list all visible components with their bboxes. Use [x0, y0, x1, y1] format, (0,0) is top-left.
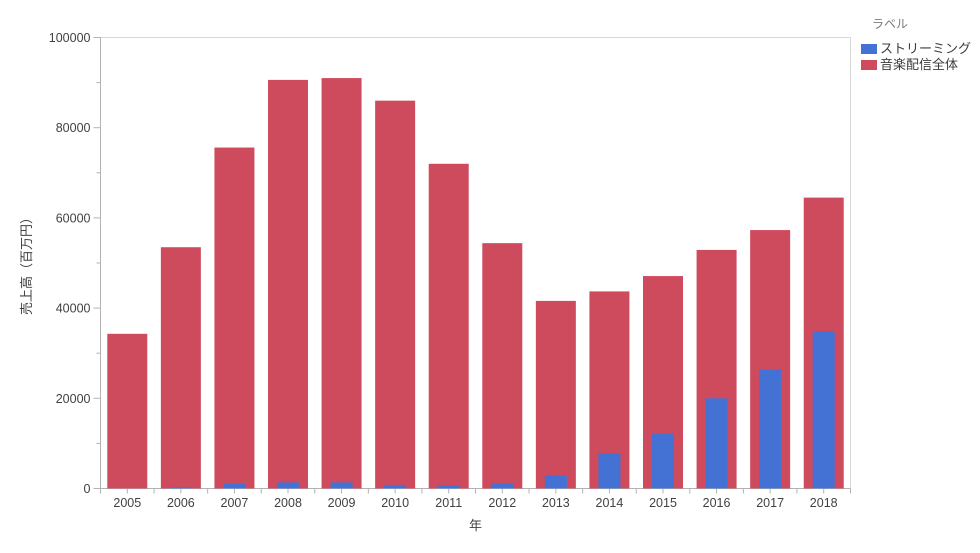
x-tick-label: 2011	[435, 496, 462, 510]
bar-streaming-2017[interactable]	[759, 369, 782, 489]
y-tick-label: 80000	[56, 121, 91, 135]
x-tick-label: 2010	[381, 496, 409, 510]
y-tick-label: 60000	[56, 211, 91, 225]
legend-item-total[interactable]: 音楽配信全体	[861, 57, 971, 73]
x-tick-label: 2015	[649, 496, 677, 510]
x-tick-label: 2007	[221, 496, 249, 510]
x-axis-title: 年	[469, 518, 482, 533]
legend: ラベル ストリーミング 音楽配信全体	[861, 15, 971, 73]
bar-total-2007[interactable]	[214, 147, 255, 489]
legend-item-streaming[interactable]: ストリーミング	[861, 41, 971, 57]
bar-streaming-2009[interactable]	[330, 482, 353, 489]
bar-streaming-2018[interactable]	[812, 331, 835, 489]
bar-streaming-2013[interactable]	[544, 475, 567, 489]
y-tick-label: 0	[84, 482, 91, 496]
bar-total-2010[interactable]	[375, 100, 416, 489]
legend-title: ラベル	[872, 17, 909, 31]
bar-streaming-2011[interactable]	[437, 485, 460, 489]
x-tick-label: 2005	[113, 496, 141, 510]
legend-swatch-streaming-icon	[861, 44, 877, 54]
y-tick-label: 40000	[56, 302, 91, 316]
legend-label-streaming: ストリーミング	[880, 41, 972, 56]
bar-total-2008[interactable]	[268, 79, 308, 489]
bar-streaming-2015[interactable]	[652, 433, 674, 489]
bar-total-2005[interactable]	[107, 333, 148, 489]
x-tick-label: 2012	[488, 496, 516, 510]
bar-streaming-2006[interactable]	[169, 487, 192, 489]
bar-streaming-2007[interactable]	[223, 483, 246, 489]
x-tick-label: 2009	[328, 496, 356, 510]
bar-streaming-2012[interactable]	[491, 483, 514, 489]
x-tick-label: 2013	[542, 496, 570, 510]
x-tick-label: 2016	[703, 496, 731, 510]
legend-swatch-total-icon	[861, 60, 877, 70]
bar-total-2011[interactable]	[428, 163, 469, 489]
legend-label-total: 音楽配信全体	[880, 57, 959, 72]
x-tick-label: 2008	[274, 496, 302, 510]
bar-streaming-2016[interactable]	[705, 398, 728, 489]
y-axis-title: 売上高（百万円）	[19, 211, 34, 315]
bar-streaming-2010[interactable]	[384, 484, 407, 489]
y-tick-label: 100000	[49, 31, 91, 45]
x-tick-label: 2017	[756, 496, 784, 510]
bar-total-2006[interactable]	[160, 247, 201, 489]
x-tick-label: 2014	[596, 496, 624, 510]
bar-streaming-2014[interactable]	[598, 453, 621, 489]
bar-total-2013[interactable]	[535, 300, 576, 489]
x-tick-label: 2018	[810, 496, 838, 510]
bar-total-2012[interactable]	[482, 243, 523, 489]
bar-total-2009[interactable]	[321, 78, 362, 489]
y-tick-label: 20000	[56, 392, 91, 406]
x-tick-label: 2006	[167, 496, 195, 510]
bar-streaming-2008[interactable]	[277, 482, 299, 489]
